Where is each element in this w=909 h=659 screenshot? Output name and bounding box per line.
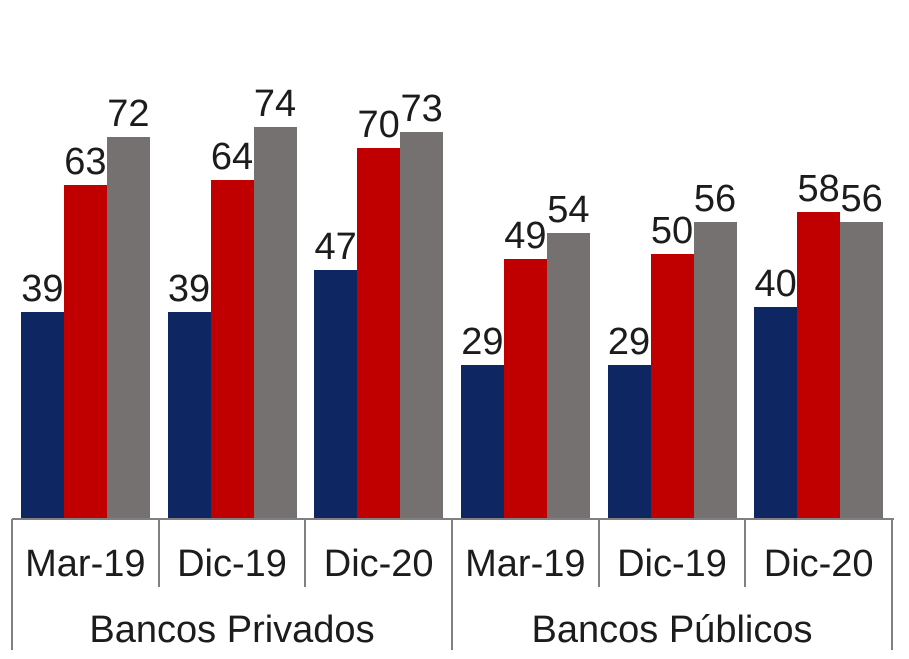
bar-value-label: 50 bbox=[650, 210, 694, 252]
category-label: Mar-19 bbox=[25, 543, 146, 585]
bar-navy bbox=[754, 307, 798, 519]
bar-value-label: 54 bbox=[547, 189, 590, 231]
category-group-label: Bancos Privados bbox=[89, 609, 375, 651]
bar-gray bbox=[253, 127, 297, 519]
bar-value-label: 73 bbox=[400, 88, 443, 130]
bar-gray bbox=[546, 233, 590, 519]
bar-value-label: 39 bbox=[167, 268, 211, 310]
category-label: Dic-20 bbox=[323, 543, 434, 585]
bar-value-label: 70 bbox=[357, 104, 400, 146]
bar-value-label: 72 bbox=[107, 93, 150, 135]
axis-tick bbox=[744, 519, 747, 587]
bar-gray bbox=[693, 222, 737, 519]
bar-gray bbox=[840, 222, 884, 519]
bar-red bbox=[503, 259, 547, 519]
axis-tick bbox=[451, 519, 453, 650]
bar-value-label: 63 bbox=[64, 141, 107, 183]
axis-tick bbox=[304, 519, 307, 587]
bar-navy bbox=[314, 270, 358, 519]
category-label: Dic-19 bbox=[617, 543, 727, 585]
bar-value-label: 56 bbox=[693, 178, 737, 220]
bar-gray bbox=[400, 132, 444, 519]
bar-value-label: 29 bbox=[607, 321, 651, 363]
bar-value-label: 74 bbox=[253, 83, 297, 125]
bar-value-label: 56 bbox=[840, 178, 883, 220]
bar-red bbox=[797, 212, 841, 519]
bar-red bbox=[63, 185, 107, 519]
category-label: Dic-19 bbox=[177, 543, 287, 585]
bar-value-label: 49 bbox=[504, 215, 547, 257]
category-group-label: Bancos Públicos bbox=[531, 609, 813, 651]
bar-value-label: 47 bbox=[314, 226, 357, 268]
axis-tick bbox=[891, 519, 893, 650]
bar-gray bbox=[106, 137, 150, 519]
bar-value-label: 39 bbox=[21, 268, 64, 310]
bar-value-label: 40 bbox=[754, 263, 797, 305]
bar-value-label: 64 bbox=[210, 136, 254, 178]
bar-red bbox=[210, 180, 254, 519]
bar-navy bbox=[460, 365, 504, 519]
bar-navy bbox=[20, 312, 64, 519]
bar-red bbox=[650, 254, 694, 519]
bar-value-label: 58 bbox=[797, 168, 840, 210]
bar-value-label: 29 bbox=[461, 321, 504, 363]
bar-navy bbox=[607, 365, 651, 519]
axis-tick bbox=[597, 519, 600, 587]
category-label: Mar-19 bbox=[465, 543, 586, 585]
axis-baseline bbox=[12, 518, 894, 520]
bar-navy bbox=[167, 312, 211, 519]
axis-tick bbox=[157, 519, 160, 587]
axis-tick bbox=[11, 519, 13, 650]
category-label: Dic-20 bbox=[763, 543, 874, 585]
bar-red bbox=[357, 148, 401, 519]
